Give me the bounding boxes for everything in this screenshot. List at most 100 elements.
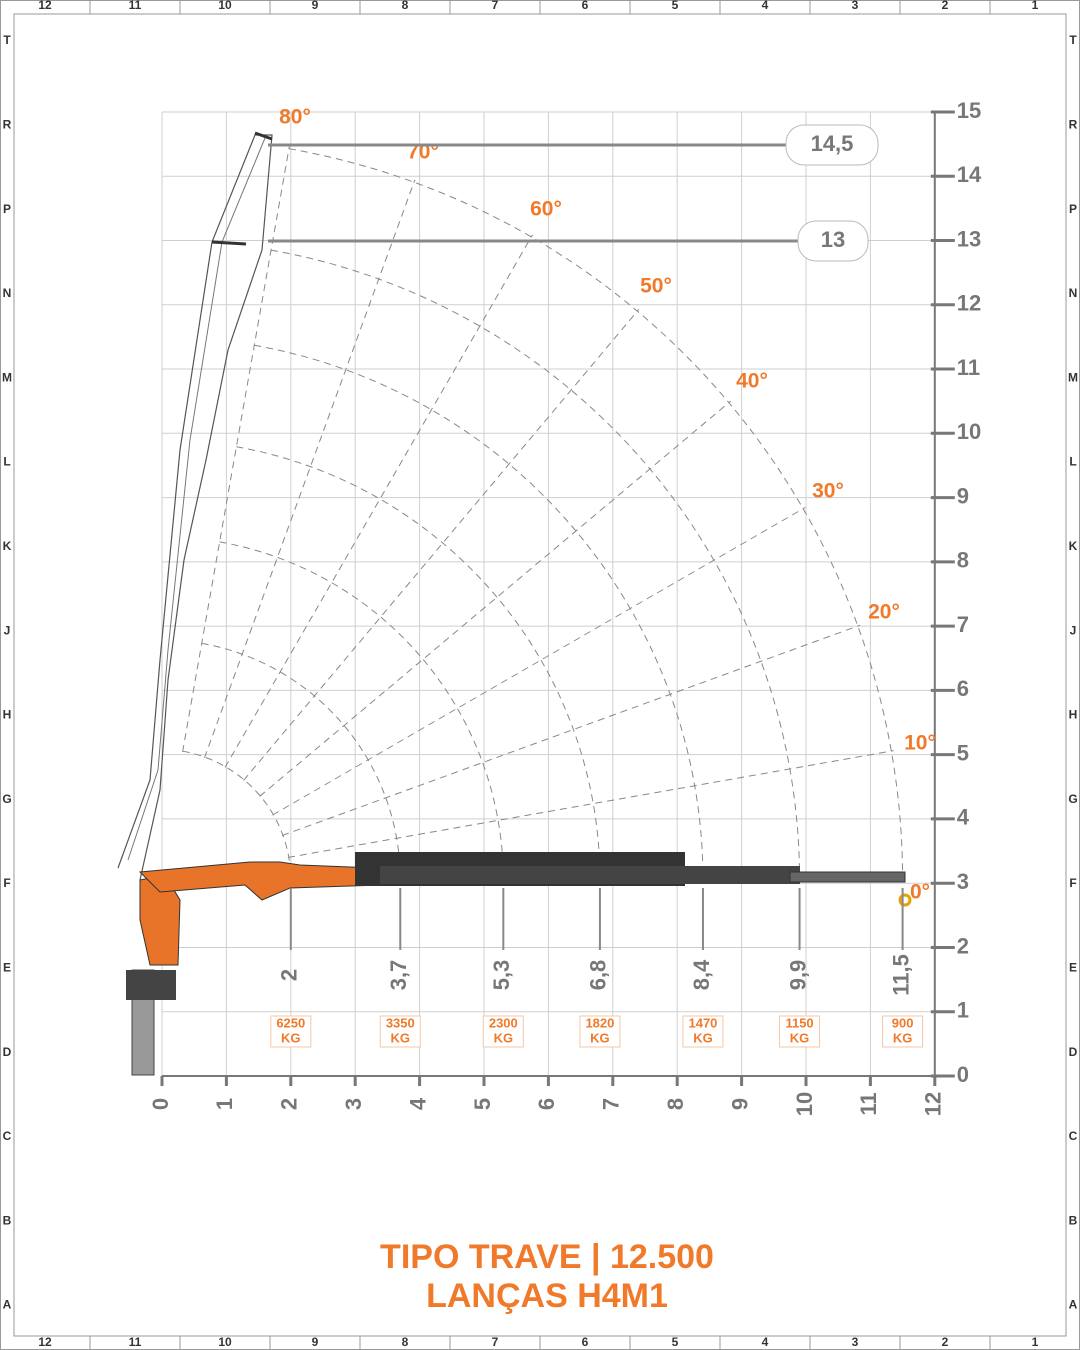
x-tick-label: 7 <box>599 1098 624 1110</box>
angle-line <box>281 624 861 837</box>
frame-column-label: 5 <box>672 1335 679 1349</box>
frame-row-label: R <box>1069 117 1078 131</box>
reach-arc <box>236 446 601 881</box>
height-box <box>785 124 879 166</box>
y-tick-label: 15 <box>957 98 981 123</box>
reach-label: 11,5 <box>888 954 913 996</box>
frame-row-label: F <box>3 876 10 890</box>
y-tick-label: 2 <box>957 933 969 958</box>
x-tick-label: 9 <box>727 1098 752 1110</box>
frame-row-label: M <box>2 370 12 384</box>
reach-label: 8,4 <box>689 959 714 990</box>
load-unit: KG <box>281 1030 301 1045</box>
angle-label: 10° <box>904 732 936 755</box>
y-tick-label: 9 <box>957 483 969 508</box>
load-unit: KG <box>893 1030 913 1045</box>
height-label: 14,5 <box>811 131 854 156</box>
frame-row-label: A <box>3 1298 12 1312</box>
frame-column-label: 12 <box>38 1335 52 1349</box>
load-value: 1470 <box>688 1015 717 1030</box>
angle-arcs <box>182 146 905 881</box>
frame-column-label: 4 <box>762 0 769 12</box>
frame-column-label: 2 <box>942 1335 949 1349</box>
hook <box>898 893 912 907</box>
boom-raised <box>117 134 273 881</box>
x-tick-label: 11 <box>856 1092 881 1115</box>
x-tick-label: 4 <box>405 1097 430 1110</box>
reach-arc <box>254 344 704 881</box>
frame-column-label: 11 <box>129 1335 142 1349</box>
frame-row-label: T <box>3 33 11 47</box>
y-tick-label: 10 <box>957 419 981 444</box>
load-unit: KG <box>590 1030 610 1045</box>
frame-row-label: D <box>1069 1045 1078 1059</box>
boom-tip <box>254 131 273 141</box>
boom-ext-2 <box>380 866 800 884</box>
x-tick-label: 8 <box>663 1098 688 1110</box>
frame-row-label: G <box>1068 792 1077 806</box>
angle-line <box>224 234 533 768</box>
reach-arc <box>201 642 401 881</box>
frame-column-label: 10 <box>218 0 232 12</box>
frame-row-label: H <box>3 708 12 722</box>
frame-column-label: 3 <box>852 1335 859 1349</box>
load-box <box>779 1015 821 1048</box>
load-value: 2300 <box>489 1015 518 1030</box>
frame-column-label: 6 <box>582 0 589 12</box>
reach-arc <box>288 148 904 881</box>
subtitle: LANÇAS H4M1 <box>426 1277 668 1315</box>
angle-line <box>272 507 806 816</box>
angle-line <box>182 146 290 753</box>
frame-row-label: L <box>3 455 10 469</box>
frame-row-label: F <box>1069 876 1076 890</box>
x-tick-label: 6 <box>534 1098 559 1110</box>
x-tick-label: 2 <box>277 1098 302 1110</box>
frame-column-label: 11 <box>129 0 142 12</box>
frame-column-label: 4 <box>762 1335 769 1349</box>
y-tick-label: 4 <box>957 805 970 830</box>
frame-column-label: 3 <box>852 0 859 12</box>
load-value: 1150 <box>785 1015 813 1030</box>
frame-column-label: 10 <box>218 1335 232 1349</box>
angle-label: 50° <box>640 275 672 298</box>
reach-label: 2 <box>277 969 302 981</box>
load-value: 1820 <box>585 1015 614 1030</box>
frame-column-label: 5 <box>672 0 679 12</box>
angle-label: 20° <box>868 601 900 624</box>
x-tick-label: 0 <box>148 1098 173 1110</box>
frame-row-label: E <box>1069 960 1077 974</box>
y-tick-label: 8 <box>957 548 969 573</box>
frame-row-label: D <box>3 1045 12 1059</box>
reach-arc <box>270 249 801 881</box>
frame-column-label: 9 <box>312 0 319 12</box>
angle-label: 60° <box>530 198 562 221</box>
frame-column-label: 7 <box>492 1335 499 1349</box>
y-tick-label: 6 <box>957 676 969 701</box>
load-box <box>482 1015 524 1048</box>
frame-column-label: 6 <box>582 1335 589 1349</box>
load-box <box>882 1015 924 1048</box>
height-label: 13 <box>821 227 845 252</box>
frame-row-label: J <box>1070 623 1077 637</box>
load-box <box>270 1015 312 1048</box>
load-unit: KG <box>693 1030 713 1045</box>
load-unit: KG <box>494 1030 514 1045</box>
frame-row-label: A <box>1069 1298 1078 1312</box>
angle-label: 0° <box>910 881 930 904</box>
load-value: 3350 <box>386 1015 415 1030</box>
frame-row-label: N <box>1069 286 1078 300</box>
angle-label: 80° <box>279 106 311 129</box>
boom-raised-inner <box>127 137 266 861</box>
load-unit: KG <box>391 1030 411 1045</box>
frame-column-label: 7 <box>492 0 499 12</box>
frame-row-label: T <box>1069 33 1077 47</box>
y-tick-label: 1 <box>957 998 969 1023</box>
load-value: 900 <box>892 1015 914 1030</box>
frame-column-label: 12 <box>38 0 52 12</box>
boom-ext-3 <box>789 871 906 883</box>
angle-line <box>259 400 732 797</box>
frame-row-label: C <box>1069 1129 1078 1143</box>
frame-column-label: 2 <box>942 0 949 12</box>
height-box <box>797 220 869 262</box>
y-tick-label: 0 <box>957 1062 969 1087</box>
